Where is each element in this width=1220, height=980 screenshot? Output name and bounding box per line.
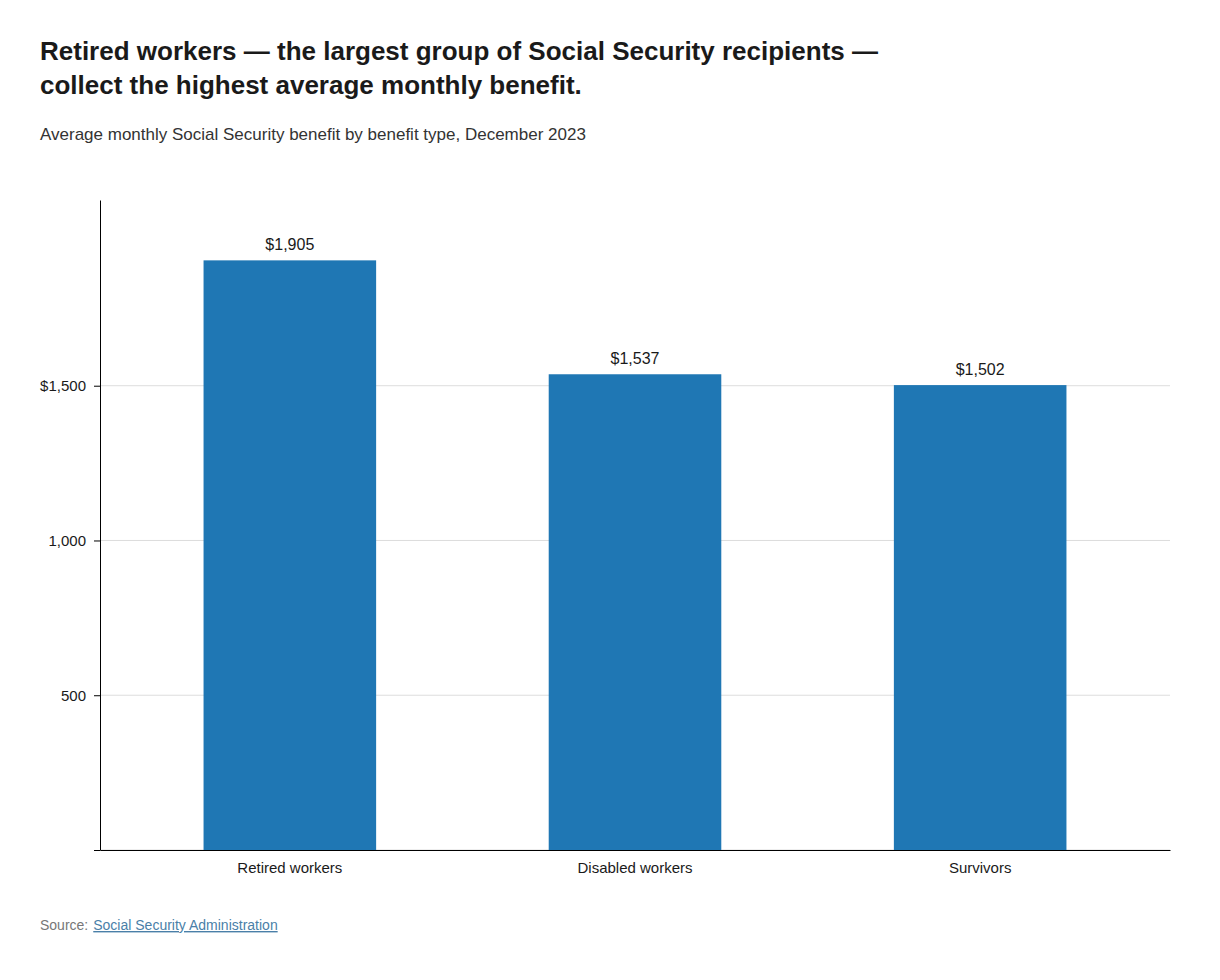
data-label: $1,905 (265, 236, 314, 253)
title: collect the highest average monthly bene… (40, 70, 582, 100)
bars (204, 260, 1067, 850)
bar (204, 260, 377, 850)
source-link: Social Security Administration (93, 917, 277, 933)
y-tick (94, 850, 100, 851)
y-tick: 500 (61, 687, 100, 704)
title: Retired workers — the largest group of S… (40, 36, 878, 66)
y-tick-line (94, 540, 100, 541)
x-tick: Retired workers (237, 850, 342, 876)
y-tick-line (94, 386, 100, 387)
y-tick: 1,000 (48, 532, 100, 549)
source-label: Source: (40, 917, 88, 933)
y-tick-label: 1,000 (48, 532, 86, 549)
chart-container: Retired workers — the largest group of S… (0, 0, 1220, 980)
chart-svg: Retired workers — the largest group of S… (0, 0, 1220, 980)
x-tick: Disabled workers (577, 850, 692, 876)
data-labels: $1,905 $1,537 $1,502 (265, 236, 1004, 378)
y-tick-line (94, 850, 100, 851)
y-tick: $1,500 (40, 377, 100, 394)
bar (894, 385, 1067, 850)
x-axis: Retired workers Disabled workers Survivors (101, 850, 1171, 876)
x-tick: Survivors (949, 850, 1012, 876)
y-axis-line (100, 201, 101, 851)
y-tick-line (94, 695, 100, 696)
data-label: $1,502 (956, 361, 1005, 378)
data-label: $1,537 (611, 350, 660, 367)
plot-area: 500 1,000 $1,500 Retired workers Disabled wo… (40, 201, 1170, 876)
subtitle: Average monthly Social Security benefit … (40, 125, 586, 144)
x-tick-label: Survivors (949, 859, 1012, 876)
x-tick-label: Retired workers (237, 859, 342, 876)
y-tick-label: $1,500 (40, 377, 86, 394)
bar (549, 374, 722, 850)
x-axis-line (101, 850, 1171, 851)
x-tick-label: Disabled workers (577, 859, 692, 876)
y-tick-label: 500 (61, 687, 86, 704)
y-axis: 500 1,000 $1,500 (40, 201, 100, 851)
